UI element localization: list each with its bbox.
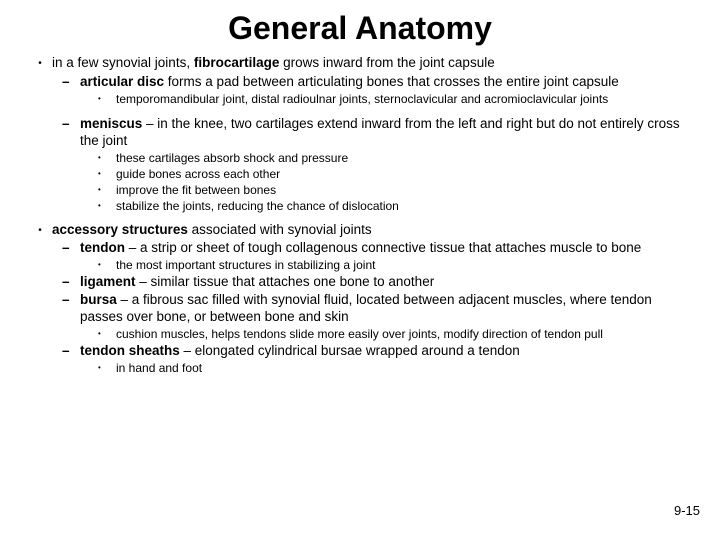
dash: – (62, 292, 80, 326)
sub-bullet: • these cartilages absorb shock and pres… (98, 151, 692, 166)
text: bursa – a fibrous sac filled with synovi… (80, 292, 692, 326)
bullet-2: • accessory structures associated with s… (28, 222, 692, 239)
text: in a few synovial joints, (52, 55, 194, 70)
text: improve the fit between bones (116, 183, 692, 198)
sub-bullet: • stabilize the joints, reducing the cha… (98, 199, 692, 214)
bold: tendon (80, 240, 125, 255)
bullet-dot: • (98, 183, 116, 198)
bold: meniscus (80, 116, 142, 131)
sub-bullet: • the most important structures in stabi… (98, 258, 692, 273)
text: – in the knee, two cartilages extend inw… (80, 116, 680, 148)
bullet-dot: • (98, 167, 116, 182)
text: – similar tissue that attaches one bone … (136, 274, 435, 289)
text: the most important structures in stabili… (116, 258, 692, 273)
sub-bullet: • cushion muscles, helps tendons slide m… (98, 327, 692, 342)
bullet-dot: • (98, 327, 116, 342)
dash: – (62, 74, 80, 91)
text: in hand and foot (116, 361, 692, 376)
bold: accessory structures (52, 222, 188, 237)
text: these cartilages absorb shock and pressu… (116, 151, 692, 166)
bullet-2-dash-2: – ligament – similar tissue that attache… (62, 274, 692, 291)
bullet-1: • in a few synovial joints, fibrocartila… (28, 55, 692, 72)
text: tendon sheaths – elongated cylindrical b… (80, 343, 692, 360)
bold: tendon sheaths (80, 343, 180, 358)
text: guide bones across each other (116, 167, 692, 182)
dash: – (62, 116, 80, 150)
text: associated with synovial joints (188, 222, 372, 237)
bullet-dot: • (98, 361, 116, 376)
text: cushion muscles, helps tendons slide mor… (116, 327, 692, 342)
bold: articular disc (80, 74, 164, 89)
text: – a strip or sheet of tough collagenous … (125, 240, 641, 255)
page-title: General Anatomy (28, 10, 692, 47)
text: grows inward from the joint capsule (279, 55, 494, 70)
bullet-dot: • (98, 258, 116, 273)
dash: – (62, 274, 80, 291)
text: stabilize the joints, reducing the chanc… (116, 199, 692, 214)
text: articular disc forms a pad between artic… (80, 74, 692, 91)
text: ligament – similar tissue that attaches … (80, 274, 692, 291)
sub-bullet: • temporomandibular joint, distal radiou… (98, 92, 692, 107)
dash: – (62, 240, 80, 257)
bullet-dot: • (98, 92, 116, 107)
sub-bullet: • in hand and foot (98, 361, 692, 376)
bold: fibrocartilage (194, 55, 280, 70)
bold: ligament (80, 274, 136, 289)
sub-bullet: • guide bones across each other (98, 167, 692, 182)
text: meniscus – in the knee, two cartilages e… (80, 116, 692, 150)
bold: bursa (80, 292, 117, 307)
text: – elongated cylindrical bursae wrapped a… (180, 343, 520, 358)
bullet-dot: • (28, 222, 52, 239)
dash: – (62, 343, 80, 360)
bullet-dot: • (98, 151, 116, 166)
sub-bullet: • improve the fit between bones (98, 183, 692, 198)
bullet-1-dash-2: – meniscus – in the knee, two cartilages… (62, 116, 692, 150)
text: tendon – a strip or sheet of tough colla… (80, 240, 692, 257)
bullet-1-dash-1: – articular disc forms a pad between art… (62, 74, 692, 91)
bullet-2-dash-4: – tendon sheaths – elongated cylindrical… (62, 343, 692, 360)
text: – a fibrous sac filled with synovial flu… (80, 292, 652, 324)
bullet-2-dash-1: – tendon – a strip or sheet of tough col… (62, 240, 692, 257)
bullet-2-text: accessory structures associated with syn… (52, 222, 692, 239)
bullet-1-text: in a few synovial joints, fibrocartilage… (52, 55, 692, 72)
text: temporomandibular joint, distal radiouln… (116, 92, 692, 107)
bullet-dot: • (98, 199, 116, 214)
text: forms a pad between articulating bones t… (164, 74, 619, 89)
bullet-dot: • (28, 55, 52, 72)
page-number: 9-15 (674, 503, 700, 518)
bullet-2-dash-3: – bursa – a fibrous sac filled with syno… (62, 292, 692, 326)
